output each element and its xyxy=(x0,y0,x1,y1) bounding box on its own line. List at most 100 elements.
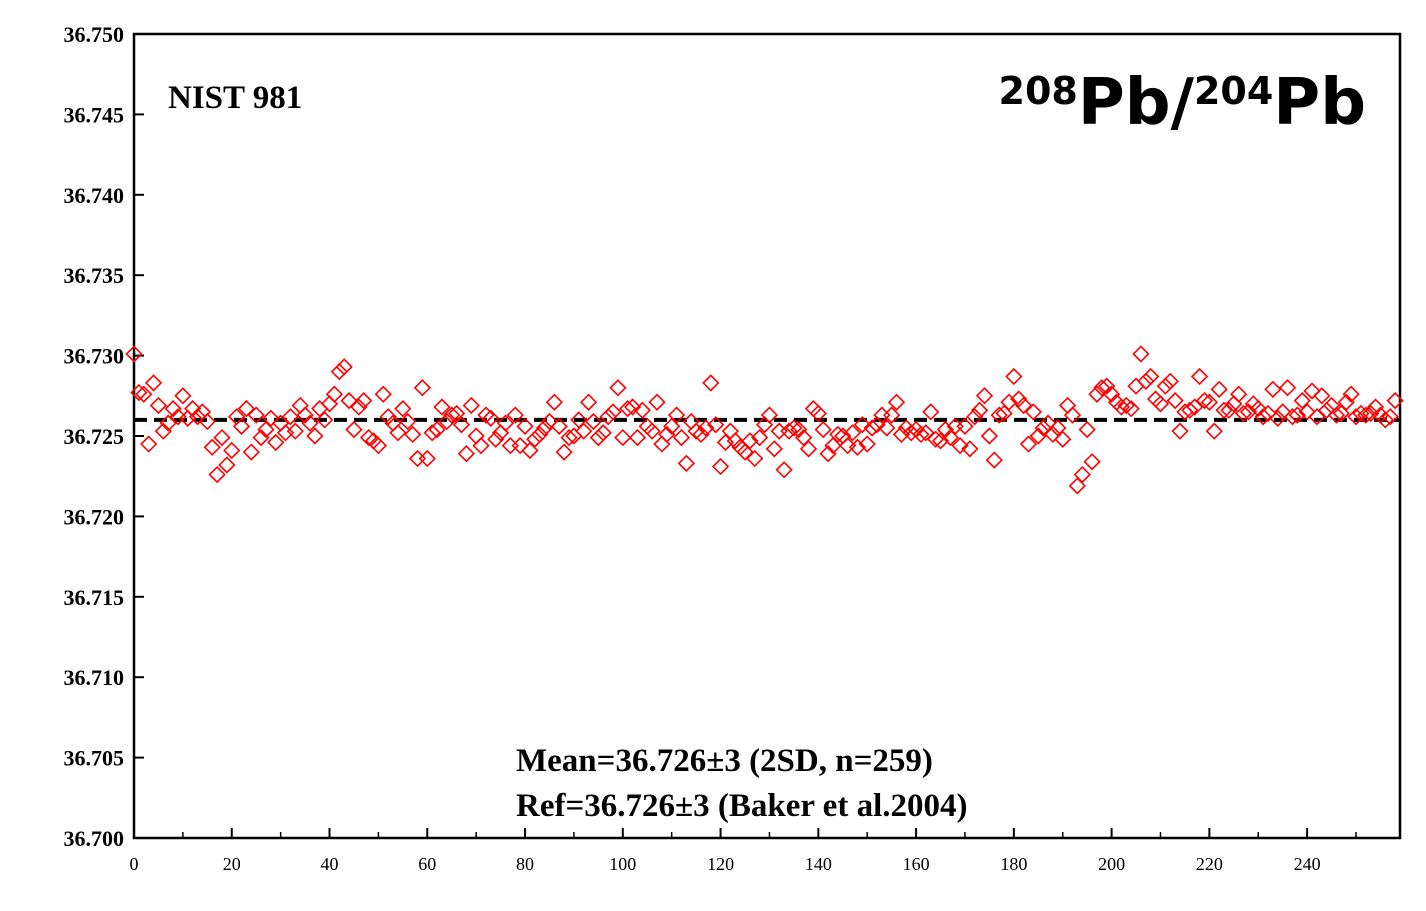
data-point xyxy=(198,412,216,431)
data-point xyxy=(819,445,837,463)
data-point xyxy=(1274,403,1292,421)
y-tick-label: 36.750 xyxy=(64,22,125,47)
data-point xyxy=(301,414,319,432)
data-point xyxy=(697,419,715,437)
data-point xyxy=(824,437,842,455)
data-point xyxy=(140,435,158,453)
data-point xyxy=(575,422,593,440)
data-point xyxy=(443,406,461,424)
data-point xyxy=(433,398,451,416)
data-point xyxy=(951,437,969,455)
data-point xyxy=(242,443,260,461)
data-point xyxy=(399,412,417,431)
data-point xyxy=(887,393,906,411)
data-point xyxy=(843,424,862,442)
x-tick-label: 40 xyxy=(321,854,339,874)
x-tick-label: 120 xyxy=(707,854,734,874)
y-tick-label: 36.720 xyxy=(64,504,125,529)
data-point xyxy=(394,400,412,418)
data-point xyxy=(467,427,485,445)
data-point xyxy=(785,419,803,437)
data-point xyxy=(995,404,1013,423)
data-point xyxy=(345,420,363,439)
data-point xyxy=(1063,406,1082,424)
data-point xyxy=(1127,377,1145,395)
data-point xyxy=(863,419,881,437)
data-point xyxy=(1362,404,1380,423)
data-point xyxy=(262,409,280,427)
x-tick-label: 220 xyxy=(1196,854,1223,874)
data-point xyxy=(663,417,681,435)
data-point xyxy=(159,414,177,432)
data-point xyxy=(408,449,427,468)
data-point xyxy=(1014,396,1033,415)
x-tick-label: 0 xyxy=(130,854,139,874)
data-point xyxy=(130,383,148,402)
data-point xyxy=(1239,403,1258,421)
data-point xyxy=(643,422,661,440)
data-point xyxy=(878,419,896,437)
data-point xyxy=(1293,391,1311,410)
data-point xyxy=(1083,453,1101,471)
data-point xyxy=(252,428,270,447)
data-point xyxy=(1054,430,1072,448)
data-points-layer xyxy=(125,345,1404,495)
data-point xyxy=(1337,393,1355,411)
data-point xyxy=(1186,398,1204,416)
data-point xyxy=(780,422,798,440)
data-point xyxy=(892,425,911,444)
data-point xyxy=(506,406,524,424)
data-point xyxy=(374,385,392,403)
data-point xyxy=(633,401,651,419)
x-tick-label: 20 xyxy=(223,854,241,874)
data-point xyxy=(311,400,329,418)
data-point xyxy=(579,393,598,411)
data-point xyxy=(316,411,334,429)
data-point xyxy=(560,428,578,447)
data-point xyxy=(902,424,920,442)
data-point xyxy=(487,430,505,448)
data-point xyxy=(658,425,676,444)
data-point xyxy=(438,412,456,431)
data-point xyxy=(799,440,818,458)
data-point xyxy=(1288,406,1306,424)
data-point xyxy=(531,425,549,444)
data-point xyxy=(447,404,466,423)
ratio-label: 208Pb/204Pb xyxy=(999,66,1366,140)
data-point xyxy=(1230,385,1248,403)
data-point xyxy=(927,430,945,448)
data-point xyxy=(980,427,999,445)
data-point xyxy=(1098,377,1116,395)
y-tick-label: 36.725 xyxy=(64,424,125,449)
data-point xyxy=(1088,385,1106,403)
data-point xyxy=(1078,420,1096,439)
data-point xyxy=(188,408,207,426)
data-point xyxy=(423,424,441,442)
data-point xyxy=(795,428,813,447)
data-point xyxy=(619,400,637,418)
data-point xyxy=(482,409,500,427)
data-point xyxy=(247,406,265,424)
x-tick-label: 60 xyxy=(418,854,436,874)
data-point xyxy=(330,363,348,381)
data-point xyxy=(174,387,192,405)
data-point xyxy=(765,440,783,458)
data-point xyxy=(1264,380,1282,398)
data-point xyxy=(296,406,314,424)
data-point xyxy=(149,396,168,415)
data-point xyxy=(570,411,588,429)
ratio-mass-bottom: 204 xyxy=(1194,69,1273,113)
x-tick-label: 180 xyxy=(1000,854,1027,874)
data-point xyxy=(545,393,564,411)
data-point xyxy=(648,393,666,411)
data-point xyxy=(614,428,632,447)
data-point xyxy=(584,412,603,431)
data-point xyxy=(721,422,739,440)
data-point xyxy=(628,428,647,447)
data-point xyxy=(1000,393,1018,411)
data-point xyxy=(687,422,705,440)
data-point xyxy=(990,406,1008,424)
data-point xyxy=(1142,367,1160,386)
data-point xyxy=(257,420,275,439)
